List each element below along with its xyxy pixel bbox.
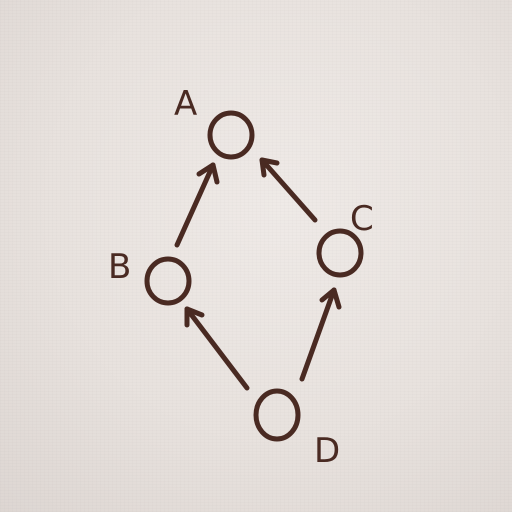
node-a-label: A — [174, 84, 197, 124]
node-c-circle — [316, 228, 364, 278]
node-a-circle — [207, 110, 255, 160]
edge-b-to-a — [174, 162, 220, 248]
node-b-circle — [144, 256, 192, 306]
edge-d-to-b — [184, 306, 250, 391]
node-b-label: B — [108, 247, 131, 287]
node-d-circle — [253, 388, 301, 442]
edge-d-to-c — [299, 287, 342, 382]
node-d-label: D — [314, 431, 340, 471]
node-c-label: C — [350, 199, 374, 239]
edge-c-to-a — [259, 157, 318, 223]
